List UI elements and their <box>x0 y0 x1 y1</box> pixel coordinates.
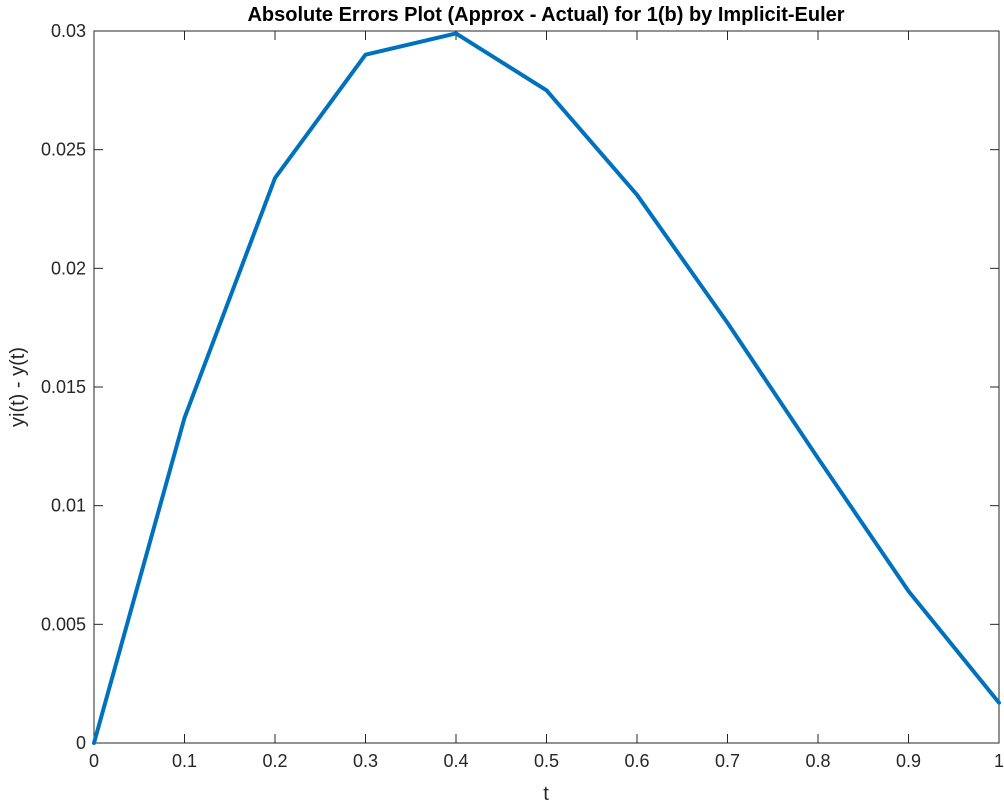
x-tick-label: 0.2 <box>262 751 287 771</box>
x-tick-label: 0.4 <box>443 751 468 771</box>
x-tick-label: 0.6 <box>624 751 649 771</box>
y-tick-label: 0 <box>76 733 86 753</box>
series-layer <box>92 31 1001 745</box>
chart-title: Absolute Errors Plot (Approx - Actual) f… <box>247 4 844 26</box>
x-tick-label: 0.3 <box>353 751 378 771</box>
y-tick-label: 0.03 <box>51 21 86 41</box>
x-tick-label: 0.5 <box>534 751 559 771</box>
x-tick-label: 0.8 <box>805 751 830 771</box>
y-tick-label: 0.02 <box>51 258 86 278</box>
x-axis: 0 0.1 0.2 0.3 0.4 0.5 0.6 0.7 0.8 0.9 1 <box>89 31 1004 771</box>
plot-area <box>93 30 1000 744</box>
y-tick-label: 0.025 <box>41 140 86 160</box>
y-tick-label: 0.015 <box>41 377 86 397</box>
y-tick-label: 0.005 <box>41 614 86 634</box>
y-tick-label: 0.01 <box>51 496 86 516</box>
y-axis-label: yi(t) - y(t) <box>7 347 29 427</box>
x-tick-label: 0.1 <box>172 751 197 771</box>
x-tick-label: 1 <box>994 751 1004 771</box>
y-axis: 0 0.005 0.01 0.015 0.02 0.025 0.03 <box>41 21 999 753</box>
x-tick-label: 0 <box>89 751 99 771</box>
x-tick-label: 0.9 <box>896 751 921 771</box>
x-tick-label: 0.7 <box>715 751 740 771</box>
x-axis-label: t <box>543 783 549 804</box>
error-series-line <box>92 31 1001 745</box>
